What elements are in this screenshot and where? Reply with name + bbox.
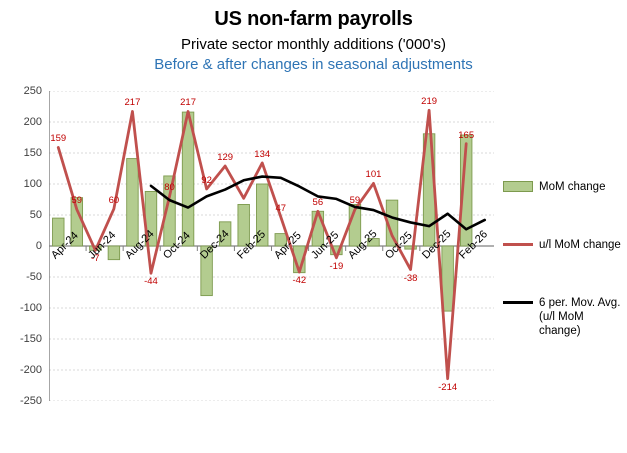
- bar: [163, 175, 176, 247]
- bar: [459, 134, 473, 247]
- data-label: -38: [403, 272, 418, 284]
- chart-svg: [49, 91, 494, 401]
- data-label: 92: [201, 174, 212, 186]
- data-label: -7: [91, 253, 100, 265]
- bar: [404, 245, 417, 250]
- bar: [367, 238, 380, 247]
- y-axis-label: 0: [35, 240, 42, 252]
- data-label: 219: [421, 96, 438, 108]
- legend-label: MoM change: [539, 181, 606, 193]
- data-label: 56: [312, 197, 324, 209]
- line-series: [149, 175, 487, 231]
- y-axis-label: 50: [29, 209, 42, 221]
- y-axis-label: 250: [23, 85, 42, 97]
- legend-label: 6 per. Mov. Avg. (u/l MoM change): [539, 297, 621, 337]
- y-axis-label: 200: [23, 116, 42, 128]
- bar: [237, 204, 250, 247]
- y-axis-label: -150: [19, 333, 42, 345]
- line-series: [56, 108, 468, 381]
- data-label: 80: [164, 182, 175, 194]
- data-label: 217: [124, 97, 141, 109]
- plot-area: [49, 91, 494, 401]
- bar: [52, 217, 65, 247]
- data-label: -19: [329, 260, 344, 272]
- data-label: -44: [144, 276, 158, 288]
- legend-line-swatch: [503, 243, 533, 246]
- data-label: 60: [108, 194, 120, 206]
- data-label: -214: [438, 381, 458, 393]
- chart-legend: MoM change u/l MoM change 6 per. Mov. Avg.…: [502, 180, 627, 352]
- legend-item[interactable]: u/l MoM change: [502, 238, 627, 252]
- legend-item[interactable]: MoM change: [502, 180, 627, 194]
- y-axis-label: -250: [19, 395, 42, 407]
- y-axis-label: -100: [19, 302, 42, 314]
- bar: [218, 221, 232, 247]
- data-label: 134: [254, 148, 271, 160]
- chart-title: US non-farm payrolls: [214, 8, 413, 30]
- legend-bar-swatch: [503, 181, 533, 192]
- data-label: -42: [292, 275, 307, 287]
- y-axis-label: 150: [23, 147, 42, 159]
- bar: [256, 183, 269, 247]
- data-label: 59: [71, 195, 83, 207]
- data-label: 59: [349, 195, 361, 207]
- bar: [107, 245, 121, 261]
- legend-line-swatch: [503, 301, 533, 304]
- legend-label: u/l MoM change: [539, 239, 621, 251]
- chart-annotation: Before & after changes in seasonal adjus…: [154, 56, 473, 73]
- data-label: 217: [180, 97, 196, 109]
- bar: [274, 233, 287, 247]
- chart-subtitle: Private sector monthly additions ('000's…: [180, 36, 446, 53]
- y-axis-label: 100: [23, 178, 42, 190]
- bar: [126, 158, 139, 247]
- y-axis-label: -200: [19, 364, 42, 376]
- data-label: 101: [365, 169, 382, 181]
- data-label: 129: [217, 152, 234, 164]
- chart-titles: US non-farm payrolls Private sector mont…: [0, 0, 627, 73]
- data-label: 159: [50, 133, 67, 145]
- y-axis-label: -50: [26, 271, 42, 283]
- legend-item[interactable]: 6 per. Mov. Avg. (u/l MoM change): [502, 296, 627, 338]
- bar: [200, 245, 213, 297]
- data-label: 165: [458, 129, 475, 141]
- data-label: 47: [275, 202, 287, 214]
